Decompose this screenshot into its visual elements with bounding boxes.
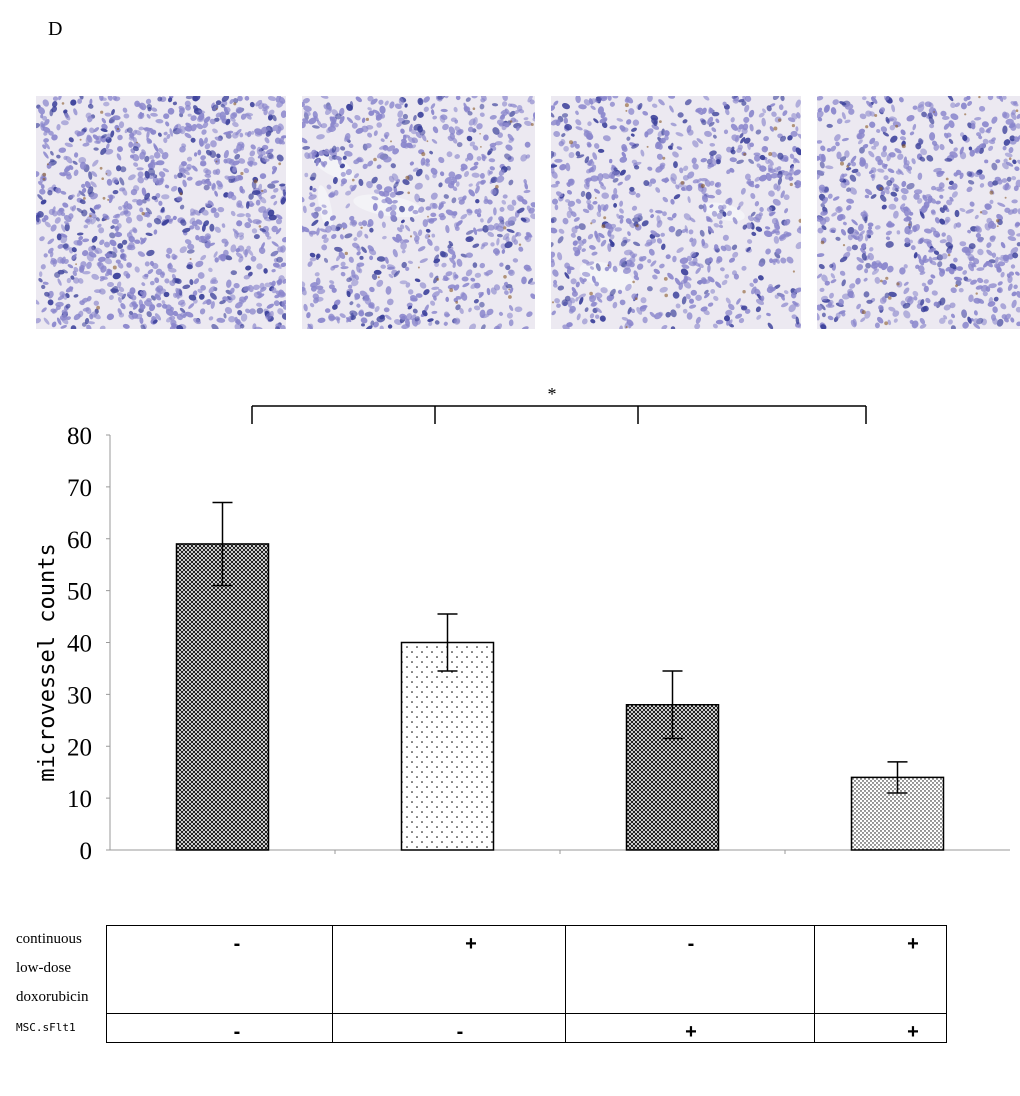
significance-bracket: * <box>251 384 867 424</box>
table-divider <box>332 926 333 1042</box>
error-bar <box>437 613 458 672</box>
bar <box>400 641 495 851</box>
error-bar <box>887 761 908 794</box>
table-cell-dox-1: - <box>233 933 241 955</box>
table-cell-msc-4: + <box>907 1021 919 1043</box>
significance-label: * <box>548 384 557 404</box>
table-cell-dox-4: + <box>907 933 919 955</box>
row-label-msc: MSC.sFlt1 <box>16 1021 76 1034</box>
y-axis-title: microvessel counts <box>35 543 60 781</box>
micrograph-doxorubicin <box>302 96 535 329</box>
table-cell-msc-2: - <box>456 1021 464 1043</box>
y-tick-label: 30 <box>67 682 92 709</box>
micrograph-combination <box>817 96 1020 329</box>
table-cell-msc-3: + <box>685 1021 697 1043</box>
y-tick-label: 40 <box>67 631 92 658</box>
y-tick-label: 70 <box>67 475 92 502</box>
table-cell-dox-2: + <box>465 933 477 955</box>
y-tick-label: 50 <box>67 579 92 606</box>
table-divider <box>565 926 566 1042</box>
table-cell-dox-3: - <box>687 933 695 955</box>
table-divider <box>814 926 815 1042</box>
error-bar <box>212 501 233 587</box>
y-tick-label: 0 <box>80 838 93 865</box>
row-label-line: continuous <box>16 931 82 947</box>
treatment-table: - + - + - - + + <box>106 925 947 1043</box>
y-tick-label: 60 <box>67 527 92 554</box>
row-label-line: low-dose <box>16 960 71 976</box>
row-label-line: doxorubicin <box>16 989 89 1005</box>
micrograph-control <box>36 96 286 329</box>
bar <box>175 543 270 851</box>
bar-chart: * 0 10 20 30 40 50 60 70 80 microvessel counts <box>35 384 1010 865</box>
micrograph-msc-sflt1 <box>551 96 801 329</box>
y-tick-label: 80 <box>67 423 92 450</box>
panel-label: D <box>48 18 63 40</box>
y-tick-label: 20 <box>67 734 92 761</box>
table-cell-msc-1: - <box>233 1021 241 1043</box>
y-tick-label: 10 <box>67 786 92 813</box>
error-bar <box>662 670 683 740</box>
table-row-divider <box>107 1013 946 1014</box>
